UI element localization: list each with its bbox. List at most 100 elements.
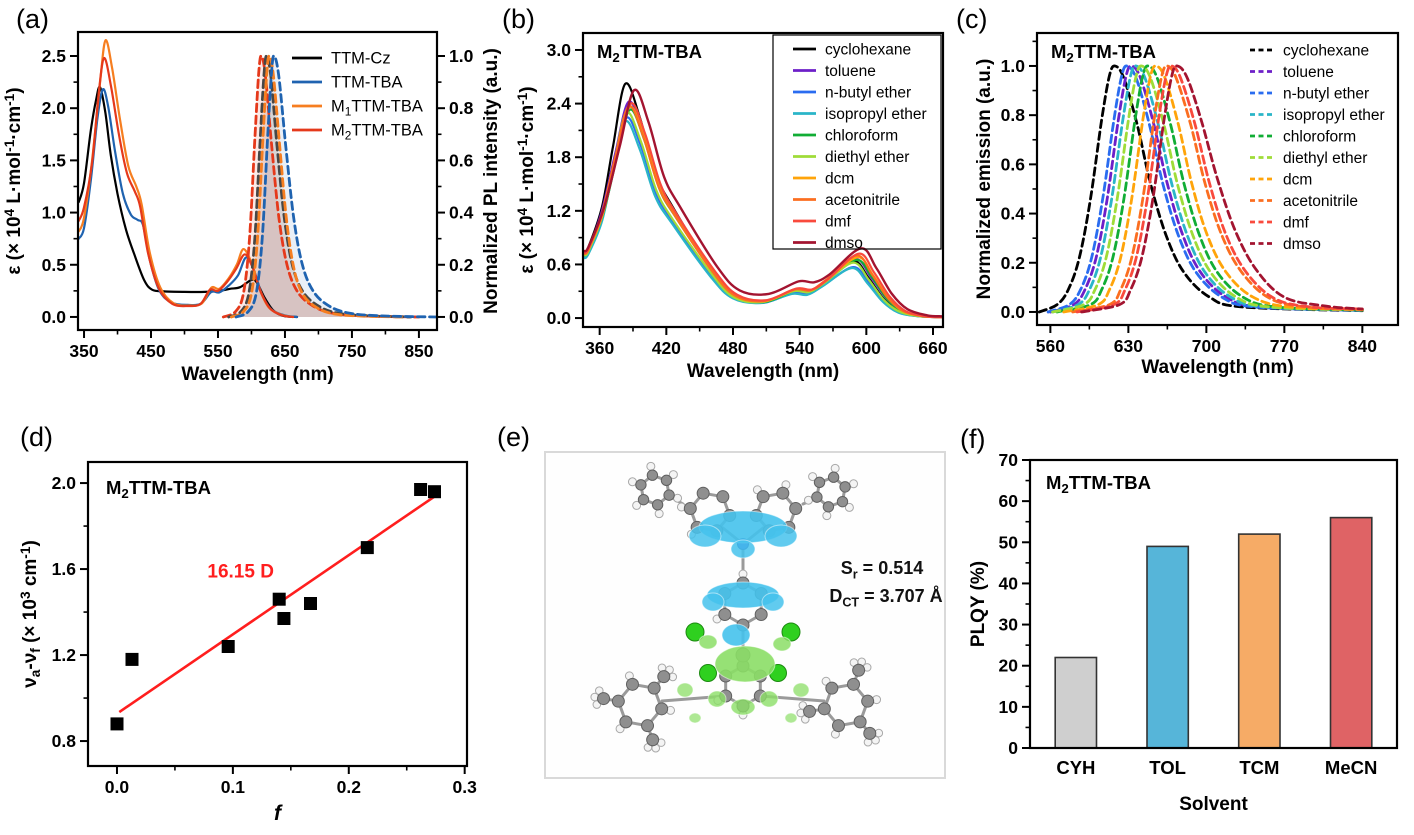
legend-frame bbox=[772, 34, 942, 250]
data-point-3 bbox=[272, 592, 286, 606]
series-acetonitrile bbox=[583, 104, 943, 319]
fill-TTM-TBA emission bbox=[236, 55, 437, 317]
x-tick-label: 750 bbox=[337, 341, 366, 361]
axes: 360 420 480 540 600 660 0.0 0.6 1.2 1.8 2.4 3.0 bbox=[547, 40, 948, 358]
y-tick-label: 20 bbox=[999, 656, 1019, 676]
legend-label: M2TTM-TBA bbox=[331, 122, 423, 143]
series-dmf bbox=[1075, 64, 1364, 314]
legend-item-n-butyl ether: n-butyl ether bbox=[1250, 86, 1369, 103]
axes: 350 450 550 650 750 850 0.0 0.5 1.0 1.5 2.0 2.5 0.0 0… bbox=[42, 46, 474, 361]
x-tick-label: 660 bbox=[918, 338, 947, 358]
legend-label: acetonitrile bbox=[825, 192, 900, 209]
legend-item-cyclohexane: cyclohexane bbox=[1250, 43, 1369, 60]
x-axis-label: Wavelength (nm) bbox=[181, 364, 333, 385]
legend-label: n-butyl ether bbox=[825, 85, 911, 102]
x-tick-label: 770 bbox=[1270, 336, 1299, 356]
panel-label-b: (b) bbox=[502, 4, 535, 34]
y-tick-label: 60 bbox=[999, 491, 1019, 511]
legend-item-cyclohexane: cyclohexane bbox=[793, 42, 911, 59]
y-axis-label: Normalized emission (a.u.) bbox=[974, 59, 995, 300]
category-label-TCM: TCM bbox=[1239, 757, 1279, 778]
y-tick-label: 2.4 bbox=[547, 94, 572, 114]
legend-label: TTM-Cz bbox=[331, 50, 391, 68]
series-dmso bbox=[1080, 64, 1364, 314]
bar-MeCN bbox=[1329, 516, 1373, 749]
series-dcm bbox=[1062, 64, 1364, 314]
x-tick-label: 550 bbox=[203, 341, 232, 361]
x-tick-label: 0.1 bbox=[221, 777, 246, 797]
annotation: 16.15 D bbox=[207, 562, 274, 583]
y2-tick-label: 0.4 bbox=[449, 203, 474, 223]
chart-title: M2TTM-TBA bbox=[106, 477, 211, 501]
y-tick-label: 70 bbox=[999, 450, 1019, 470]
legend-item-dcm: dcm bbox=[1250, 172, 1312, 189]
y-tick-label: 0.4 bbox=[1001, 204, 1026, 224]
x-axis-label: f bbox=[274, 802, 283, 825]
legend-item-isopropyl ether: isopropyl ether bbox=[1250, 107, 1385, 124]
legend-item-toluene: toluene bbox=[793, 63, 876, 80]
legend-label: chloroform bbox=[825, 128, 898, 145]
y-tick-label: 0.8 bbox=[1001, 105, 1026, 125]
plot-frame bbox=[86, 460, 469, 768]
panel-label-c: (c) bbox=[956, 4, 988, 34]
legend-item-acetonitrile: acetonitrile bbox=[793, 192, 900, 209]
y-tick-label: 2.0 bbox=[52, 473, 77, 493]
y-tick-label: 10 bbox=[999, 697, 1019, 717]
legend-label: cyclohexane bbox=[825, 42, 911, 59]
y-tick-label: 3.0 bbox=[547, 40, 572, 60]
legend-item-diethyl ether: diethyl ether bbox=[793, 149, 909, 166]
y-tick-label: 1.8 bbox=[547, 147, 572, 167]
x-tick-label: 540 bbox=[785, 338, 814, 358]
legend-label: chloroform bbox=[1283, 129, 1356, 146]
series-TTM-TBA emission bbox=[234, 54, 439, 319]
series-isopropyl ether bbox=[1051, 64, 1364, 314]
chart-c: 560 630 700 770 840 0.0 0.2 0.4 0.6 0.8 1.0 Wavelen… bbox=[974, 31, 1400, 378]
axes: 560 630 700 770 840 0.0 0.2 0.4 0.6 0.8 1.0 bbox=[1001, 40, 1377, 356]
y-tick-label: 50 bbox=[999, 532, 1019, 552]
molecule-illustration bbox=[544, 451, 946, 779]
panel-label-d: (d) bbox=[20, 422, 53, 452]
x-tick-label: 650 bbox=[270, 341, 299, 361]
legend-item-dmso: dmso bbox=[1250, 236, 1321, 253]
legend-label: dcm bbox=[1283, 172, 1312, 189]
y-tick-label: 0.2 bbox=[1001, 253, 1026, 273]
legend-item-dcm: dcm bbox=[793, 171, 854, 188]
x-axis-label: Wavelength (nm) bbox=[1141, 357, 1293, 378]
chart-title: M2TTM-TBA bbox=[1051, 41, 1156, 65]
series-cyclohexane bbox=[1037, 64, 1364, 314]
y-tick-label: 2.0 bbox=[42, 98, 67, 118]
y-axis-label: νa-νf (× 103 cm-1) bbox=[18, 540, 43, 688]
legend-item-diethyl ether: diethyl ether bbox=[1250, 150, 1367, 167]
legend-item-dmso: dmso bbox=[793, 235, 863, 252]
data-point-6 bbox=[360, 541, 374, 555]
y-tick-label: 0.0 bbox=[547, 308, 572, 328]
panel-label-f: (f) bbox=[960, 424, 986, 454]
plot-frame bbox=[581, 31, 945, 329]
x-tick-label: 450 bbox=[136, 341, 165, 361]
legend-item-dmf: dmf bbox=[1250, 215, 1310, 232]
y-axis-label: ε (× 104 L·mol-1·cm-1) bbox=[2, 87, 25, 274]
y-tick-label: 0.8 bbox=[52, 731, 77, 751]
legend-item-TTM-TBA: TTM-TBA bbox=[292, 74, 403, 92]
axes: 0 10 20 30 40 50 60 70 bbox=[999, 450, 1030, 758]
x-axis-label: Solvent bbox=[1179, 794, 1248, 815]
molecule-box bbox=[544, 451, 946, 779]
series-TTM-Cz emission bbox=[227, 54, 413, 319]
legend-label: dmso bbox=[825, 235, 863, 252]
series-M_{1}TTM-TBA emission bbox=[230, 54, 407, 319]
legend-item-toluene: toluene bbox=[1250, 64, 1334, 81]
legend-label: dmf bbox=[825, 214, 852, 231]
data-point-4 bbox=[277, 612, 291, 625]
panel-label-a: (a) bbox=[16, 4, 49, 34]
series-dmso bbox=[582, 88, 944, 318]
chart-title: M2TTM-TBA bbox=[597, 41, 702, 65]
data-point-5 bbox=[304, 597, 317, 610]
data-point-0 bbox=[110, 717, 124, 731]
legend-label: cyclohexane bbox=[1283, 43, 1369, 60]
category-label-MeCN: MeCN bbox=[1325, 757, 1377, 778]
y-tick-label: 40 bbox=[999, 573, 1019, 593]
legend-label: diethyl ether bbox=[1283, 150, 1367, 167]
legend-item-n-butyl ether: n-butyl ether bbox=[793, 85, 911, 102]
chart-title: M2TTM-TBA bbox=[1046, 472, 1151, 496]
x-tick-label: 480 bbox=[718, 338, 747, 358]
